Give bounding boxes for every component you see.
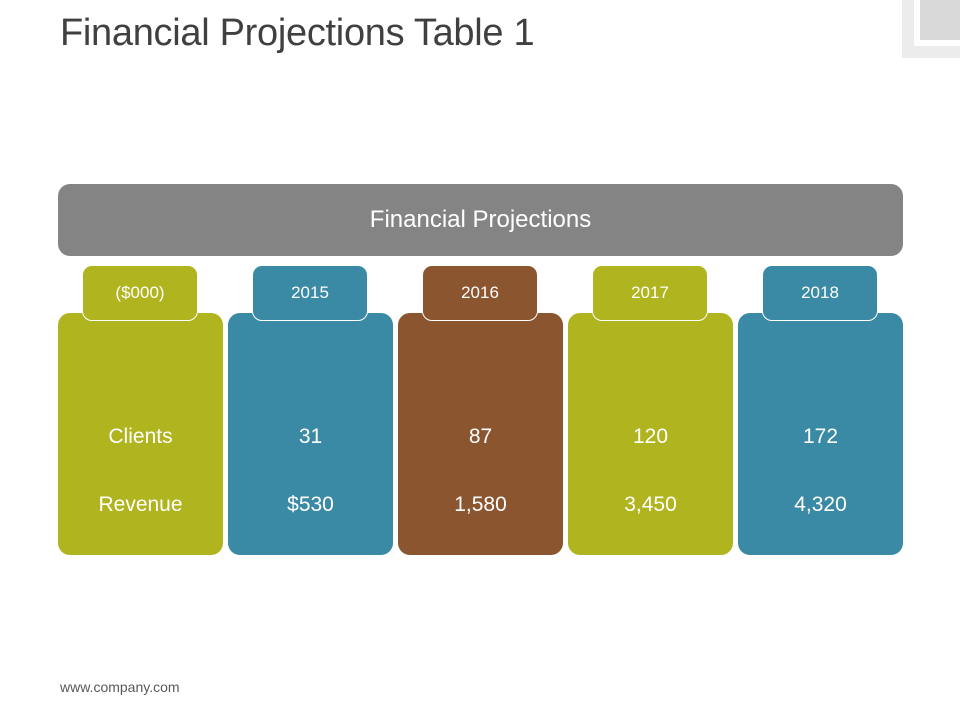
slide-title: Financial Projections Table 1 — [60, 12, 535, 54]
table-banner: Financial Projections — [58, 184, 903, 256]
column-body: 172 4,320 4,320 — [738, 313, 903, 584]
net-value: 4,320 — [794, 561, 847, 584]
column-labels: ($000) Clients Revenue Net — [58, 265, 223, 584]
column-2015: 2015 31 $530 $530 — [228, 265, 393, 584]
corner-decoration-inner — [914, 0, 960, 46]
clients-value: 120 — [632, 425, 669, 448]
revenue-value: 4,320 — [794, 493, 847, 516]
column-2017: 2017 120 3,450 3,450 — [568, 265, 733, 584]
clients-value: 31 — [298, 425, 323, 448]
net-value: 1,580 — [454, 561, 507, 584]
column-body: 87 1,580 1,580 — [398, 313, 563, 584]
footer-url: www.company.com — [60, 679, 180, 695]
column-header: 2018 — [762, 265, 878, 321]
column-header: 2017 — [592, 265, 708, 321]
clients-value: 172 — [802, 425, 839, 448]
column-2016: 2016 87 1,580 1,580 — [398, 265, 563, 584]
column-header: 2015 — [252, 265, 368, 321]
net-value: 3,450 — [624, 561, 677, 584]
net-value: $530 — [287, 561, 334, 584]
corner-decoration — [902, 0, 960, 58]
clients-value: 87 — [468, 425, 493, 448]
column-body: Clients Revenue Net — [58, 313, 223, 584]
column-header: 2016 — [422, 265, 538, 321]
row-label-clients: Clients — [108, 425, 173, 448]
revenue-value: 3,450 — [624, 493, 677, 516]
column-2018: 2018 172 4,320 4,320 — [738, 265, 903, 584]
row-label-revenue: Revenue — [98, 493, 183, 516]
row-label-net: Net — [124, 561, 157, 584]
revenue-value: 1,580 — [454, 493, 507, 516]
revenue-value: $530 — [287, 493, 334, 516]
column-header: ($000) — [82, 265, 198, 321]
column-body: 31 $530 $530 — [228, 313, 393, 584]
column-body: 120 3,450 3,450 — [568, 313, 733, 584]
